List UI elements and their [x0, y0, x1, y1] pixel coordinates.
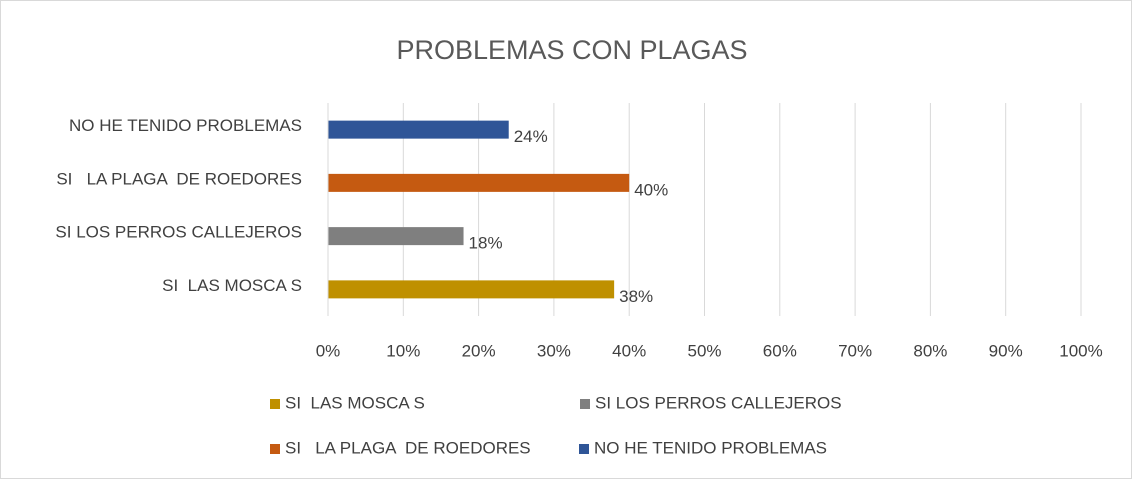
x-tick-label: 50%: [687, 341, 721, 360]
bar: [328, 280, 615, 299]
legend-label: SI LA PLAGA DE ROEDORES: [285, 438, 531, 457]
x-tick-label: 40%: [612, 341, 646, 360]
chart-title: PROBLEMAS CON PLAGAS: [396, 35, 747, 65]
x-tick-label: 30%: [537, 341, 571, 360]
y-tick-label: SI LOS PERROS CALLEJEROS: [55, 223, 302, 242]
y-tick-label: SI LAS MOSCA S: [162, 276, 302, 295]
data-label: 18%: [469, 234, 503, 253]
data-label: 40%: [634, 180, 668, 199]
x-tick-label: 90%: [989, 341, 1023, 360]
legend-label: NO HE TENIDO PROBLEMAS: [594, 438, 827, 457]
legend-swatch: [270, 444, 280, 454]
bar: [328, 227, 464, 246]
legend-label: SI LAS MOSCA S: [285, 393, 425, 412]
data-label: 24%: [514, 127, 548, 146]
x-tick-label: 100%: [1059, 341, 1102, 360]
x-tick-label: 60%: [763, 341, 797, 360]
x-tick-label: 70%: [838, 341, 872, 360]
x-tick-label: 0%: [316, 341, 341, 360]
x-tick-label: 20%: [462, 341, 496, 360]
data-label: 38%: [619, 287, 653, 306]
legend-swatch: [270, 399, 280, 409]
bar: [328, 173, 630, 192]
bar: [328, 120, 509, 139]
legend-label: SI LOS PERROS CALLEJEROS: [595, 393, 842, 412]
legend-swatch: [579, 444, 589, 454]
y-tick-label: NO HE TENIDO PROBLEMAS: [69, 116, 302, 135]
x-tick-label: 80%: [913, 341, 947, 360]
legend-swatch: [580, 399, 590, 409]
y-tick-label: SI LA PLAGA DE ROEDORES: [56, 169, 302, 188]
x-tick-label: 10%: [386, 341, 420, 360]
